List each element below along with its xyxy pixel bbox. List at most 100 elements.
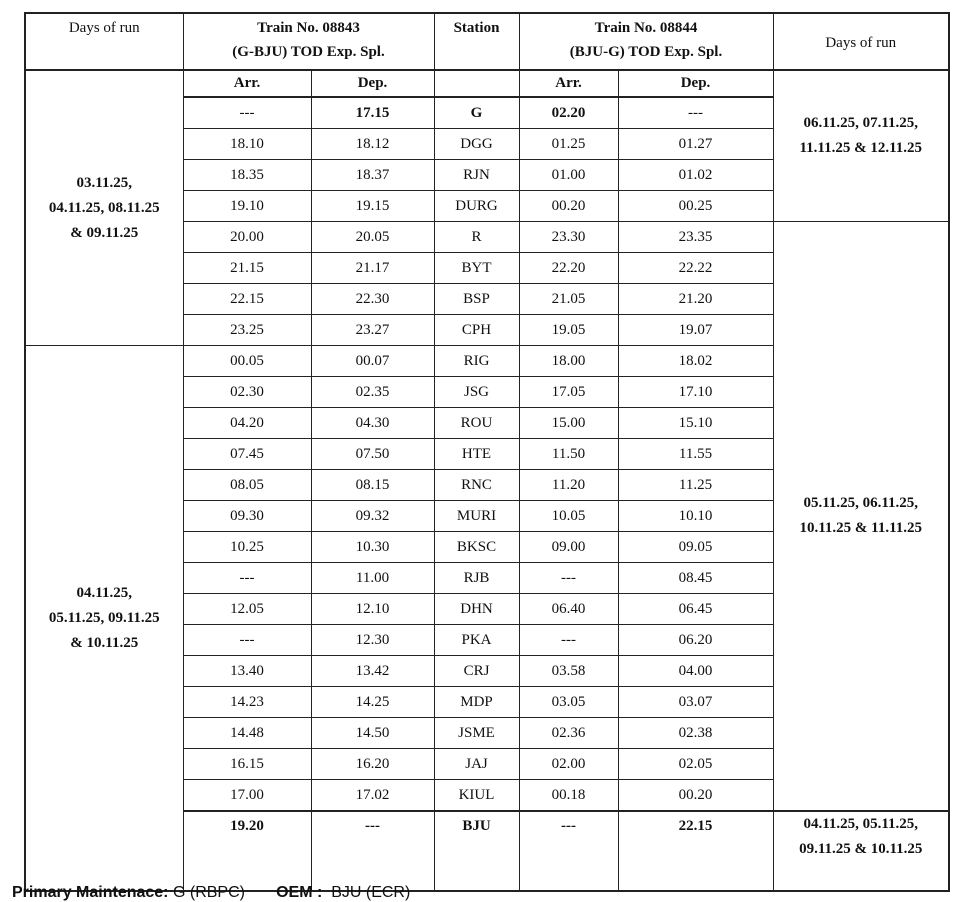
arr-08843-cell: 14.23 xyxy=(182,686,312,718)
table-row: 18.10 18.12 DGG 01.25 01.27 xyxy=(25,128,949,160)
dep-08843-cell: --- xyxy=(310,810,435,892)
arr-08844-cell: --- xyxy=(518,624,619,656)
arr-08843-cell: 21.15 xyxy=(182,252,312,284)
station-cell: BKSC xyxy=(433,531,520,563)
dep-08843-cell: 04.30 xyxy=(310,407,435,439)
dep-08843-cell: 02.35 xyxy=(310,376,435,408)
arr-08844-cell: 23.30 xyxy=(518,221,619,253)
station-cell: ROU xyxy=(433,407,520,439)
table-row: 10.25 10.30 BKSC 09.00 09.05 xyxy=(25,531,949,563)
subheader-row: 03.11.25, 04.11.25, 08.11.25 & 09.11.25 … xyxy=(24,69,950,346)
arr-08843-cell: 23.25 xyxy=(182,314,312,346)
dep-08844-cell: --- xyxy=(617,96,774,129)
dep-08844-cell: 02.38 xyxy=(617,717,774,749)
dep-08843-cell: 18.12 xyxy=(310,128,435,160)
table-row: 19.10 19.15 DURG 00.20 00.25 xyxy=(25,190,949,222)
dep-08844-cell: 06.45 xyxy=(617,593,774,625)
train-08844-name: (BJU-G) TOD Exp. Spl. xyxy=(569,44,723,60)
days-of-run-header-right: Days of run xyxy=(772,12,950,71)
station-cell: RIG xyxy=(433,345,520,377)
arr-header-2: Arr. xyxy=(518,69,619,98)
station-cell: G xyxy=(433,96,520,129)
arr-08844-cell: 02.00 xyxy=(518,748,619,780)
dep-08844-cell: 02.05 xyxy=(617,748,774,780)
arr-08843-cell: --- xyxy=(182,96,312,129)
table-row: 12.05 12.10 DHN 06.40 06.45 xyxy=(25,593,949,625)
station-cell: MDP xyxy=(433,686,520,718)
station-subheader xyxy=(433,69,520,98)
dep-08844-cell: 06.20 xyxy=(617,624,774,656)
maintenance-value: G (RBPC) xyxy=(172,884,245,901)
dep-08843-cell: 08.15 xyxy=(310,469,435,501)
header-row: Days of run Train No. 08843 (G-BJU) TOD E… xyxy=(24,12,950,71)
train-08843-name: (G-BJU) TOD Exp. Spl. xyxy=(232,44,385,60)
arr-08843-cell: 07.45 xyxy=(182,438,312,470)
timetable: Days of run Train No. 08843 (G-BJU) TOD E… xyxy=(24,12,950,892)
arr-08843-cell: 12.05 xyxy=(182,593,312,625)
table-row: 17.00 17.02 KIUL 00.18 00.20 xyxy=(25,779,949,812)
arr-08843-cell: 08.05 xyxy=(182,469,312,501)
dep-08843-cell: 17.15 xyxy=(310,96,435,129)
dep-08843-cell: 20.05 xyxy=(310,221,435,253)
arr-08843-cell: 13.40 xyxy=(182,655,312,687)
station-cell: RNC xyxy=(433,469,520,501)
arr-08844-cell: 22.20 xyxy=(518,252,619,284)
station-cell: BYT xyxy=(433,252,520,284)
arr-08844-cell: 17.05 xyxy=(518,376,619,408)
oem-value: BJU (ECR) xyxy=(331,884,411,901)
train-08844-number: Train No. 08844 xyxy=(594,20,698,36)
arr-08844-cell: --- xyxy=(518,562,619,594)
arr-08844-cell: 19.05 xyxy=(518,314,619,346)
arr-08844-cell: 11.50 xyxy=(518,438,619,470)
station-cell: R xyxy=(433,221,520,253)
table-row: 23.25 23.27 CPH 19.05 19.07 xyxy=(25,314,949,346)
table-row: 20.00 20.05 R 23.30 23.35 05.11.25, 06.11.25,… xyxy=(25,221,950,812)
station-header: Station xyxy=(433,12,520,71)
arr-08844-cell: 00.18 xyxy=(518,779,619,812)
dep-08844-cell: 21.20 xyxy=(617,283,774,315)
station-cell: CRJ xyxy=(433,655,520,687)
arr-08843-cell: 17.00 xyxy=(182,779,312,812)
station-cell: PKA xyxy=(433,624,520,656)
dep-08843-cell: 11.00 xyxy=(310,562,435,594)
dep-08843-cell: 14.25 xyxy=(310,686,435,718)
arr-08844-cell: 10.05 xyxy=(518,500,619,532)
arr-08843-cell: 02.30 xyxy=(182,376,312,408)
dep-08843-cell: 13.42 xyxy=(310,655,435,687)
station-cell: DHN xyxy=(433,593,520,625)
dep-08843-cell: 18.37 xyxy=(310,159,435,191)
train-08844-header: Train No. 08844 (BJU-G) TOD Exp. Spl. xyxy=(518,12,774,71)
dep-08843-cell: 09.32 xyxy=(310,500,435,532)
table-row: --- 12.30 PKA --- 06.20 xyxy=(25,624,949,656)
dep-header-1: Dep. xyxy=(310,69,435,98)
dep-08843-cell: 12.10 xyxy=(310,593,435,625)
table-row: 21.15 21.17 BYT 22.20 22.22 xyxy=(25,252,949,284)
arr-08843-cell: --- xyxy=(182,624,312,656)
table-row: 14.23 14.25 MDP 03.05 03.07 xyxy=(25,686,949,718)
dep-08843-cell: 10.30 xyxy=(310,531,435,563)
dep-08844-cell: 08.45 xyxy=(617,562,774,594)
dep-08844-cell: 10.10 xyxy=(617,500,774,532)
days-of-run-left-group-2: 04.11.25, 05.11.25, 09.11.25 & 10.11.25 xyxy=(24,345,184,892)
table-row: 04.11.25, 05.11.25, 09.11.25 & 10.11.25 0… xyxy=(24,345,949,892)
days-of-run-left-group-1: 03.11.25, 04.11.25, 08.11.25 & 09.11.25 xyxy=(24,69,184,346)
station-cell: BJU xyxy=(433,810,520,892)
arr-08843-cell: 18.35 xyxy=(182,159,312,191)
dep-08844-cell: 19.07 xyxy=(617,314,774,346)
table-row: 19.20 --- BJU --- 22.15 04.11.25, 05.11.25, 0… xyxy=(25,810,950,892)
dep-08844-cell: 11.55 xyxy=(617,438,774,470)
train-08843-header: Train No. 08843 (G-BJU) TOD Exp. Spl. xyxy=(182,12,435,71)
footer: Primary Maintenace: G (RBPC) OEM : BJU (… xyxy=(12,884,410,902)
dep-08843-cell: 21.17 xyxy=(310,252,435,284)
arr-08843-cell: 14.48 xyxy=(182,717,312,749)
arr-08843-cell: 19.20 xyxy=(182,810,312,892)
arr-08843-cell: 22.15 xyxy=(182,283,312,315)
days-of-run-right-group-3: 04.11.25, 05.11.25, 09.11.25 & 10.11.25 xyxy=(772,810,950,892)
arr-08844-cell: 15.00 xyxy=(518,407,619,439)
arr-08843-cell: 19.10 xyxy=(182,190,312,222)
station-cell: JSME xyxy=(433,717,520,749)
station-cell: DGG xyxy=(433,128,520,160)
table-row: 16.15 16.20 JAJ 02.00 02.05 xyxy=(25,748,949,780)
arr-08844-cell: 11.20 xyxy=(518,469,619,501)
station-cell: HTE xyxy=(433,438,520,470)
